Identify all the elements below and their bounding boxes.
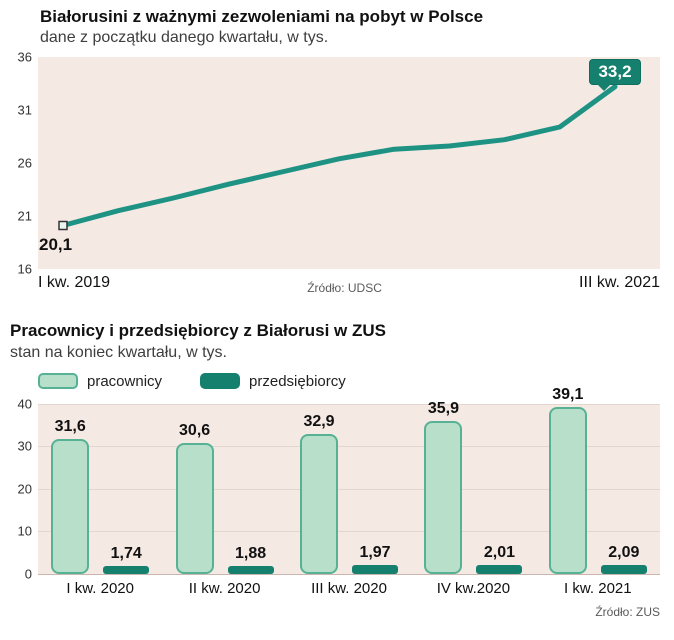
chart1-subtitle: dane z początku danego kwartału, w tys. — [40, 29, 329, 47]
legend-label: pracownicy — [87, 372, 163, 390]
entrepreneurs-bar-col: 1,74 — [103, 545, 150, 574]
workers-bar-col: 32,9 — [300, 412, 339, 574]
x-category-label: I kw. 2021 — [564, 579, 632, 597]
entrepreneurs-bar — [103, 566, 150, 574]
entrepreneurs-bar-col: 2,09 — [600, 543, 647, 574]
x-category-label: IV kw.2020 — [436, 579, 511, 597]
y-tick-label: 36 — [17, 49, 32, 65]
workers-bar — [300, 433, 339, 574]
badge-pointer-icon — [597, 83, 611, 91]
entrepreneurs-bar — [352, 565, 399, 574]
y-tick-label: 30 — [17, 438, 32, 454]
line-series — [58, 84, 618, 231]
chart1-x-axis: I kw. 2019 Źródło: UDSC III kw. 2021 — [38, 274, 660, 296]
entrepreneurs-bar-col: 2,01 — [476, 544, 523, 574]
x-category-label: II kw. 2020 — [188, 579, 261, 597]
entrepreneurs-bar-col: 1,88 — [227, 544, 274, 574]
chart2-y-axis: 40 30 20 10 0 — [10, 396, 38, 581]
y-tick-label: 0 — [24, 566, 32, 581]
entrepreneurs-bar — [476, 565, 523, 574]
gridline — [38, 573, 660, 575]
chart2-plot-area: 31,6 1,74 30,6 1,88 32,9 1,97 35,9 2,01 39,1 2,09 — [38, 386, 660, 575]
permits-line — [60, 84, 618, 229]
gridline — [38, 488, 660, 490]
bar-value-label: 32,9 — [303, 412, 335, 430]
y-tick-label: 31 — [17, 102, 32, 118]
gridline — [38, 531, 660, 532]
y-tick-label: 26 — [17, 155, 32, 171]
workers-bar-col: 30,6 — [175, 422, 214, 574]
gridline — [38, 446, 660, 447]
chart1-plot-row: 36 31 26 21 16 20,1 33,2 — [10, 50, 660, 277]
chart2-title: Pracownicy i przedsiębiorcy z Białorusi … — [10, 321, 387, 341]
bar-group: 35,9 2,01 — [411, 400, 535, 574]
bar-value-label: 31,6 — [54, 418, 86, 436]
chart1-plot-area: 20,1 33,2 — [38, 57, 660, 270]
bar-chart-section: Pracownicy i przedsiębiorcy z Białorusi … — [10, 320, 660, 619]
legend-item-workers: pracownicy — [38, 373, 162, 390]
bar-value-label: 2,01 — [483, 544, 515, 561]
entrepreneurs-bar — [600, 564, 647, 574]
end-value-text: 33,2 — [598, 61, 632, 81]
entrepreneurs-bar — [227, 565, 274, 574]
line-start-marker — [58, 221, 68, 231]
y-tick-label: 16 — [17, 261, 32, 277]
workers-bar — [175, 443, 214, 574]
chart2-source: Źródło: ZUS — [595, 604, 660, 619]
chart2-x-axis: I kw. 2020 II kw. 2020 III kw. 2020 IV kw.2… — [38, 580, 660, 597]
line-chart-section: Białorusini z ważnymi zezwoleniami na po… — [10, 6, 660, 296]
bar-value-label: 39,1 — [552, 386, 584, 404]
bar-value-label: 35,9 — [427, 399, 459, 417]
chart1-x-last-label: III kw. 2021 — [579, 274, 660, 292]
bar-value-label: 2,09 — [608, 543, 640, 561]
end-value-badge: 33,2 — [589, 58, 641, 91]
x-category-label: III kw. 2020 — [311, 579, 387, 597]
bar-group: 31,6 1,74 — [38, 404, 162, 574]
chart2-plot-row: 40 30 20 10 0 31,6 1,74 30,6 1,88 32,9 1,97 35,9 2,… — [10, 386, 660, 581]
workers-bar — [424, 420, 463, 574]
workers-bar-col: 31,6 — [51, 418, 90, 574]
bar-value-label: 1,88 — [235, 544, 267, 562]
legend-label: przedsiębiorcy — [249, 372, 346, 390]
workers-bar-col: 39,1 — [548, 386, 587, 574]
x-category-label: I kw. 2020 — [66, 579, 134, 597]
y-tick-label: 21 — [17, 208, 32, 224]
legend-item-entrepreneurs: przedsiębiorcy — [200, 373, 346, 390]
bar-group: 39,1 2,09 — [536, 386, 660, 574]
start-value-label: 20,1 — [39, 234, 73, 254]
y-tick-label: 40 — [17, 396, 32, 411]
chart1-x-first-label: I kw. 2019 — [38, 274, 111, 292]
workers-bar-col: 35,9 — [424, 399, 463, 574]
legend: pracownicy przedsiębiorcy — [38, 373, 660, 390]
chart1-y-axis: 36 31 26 21 16 — [10, 50, 38, 277]
bars-container: 31,6 1,74 30,6 1,88 32,9 1,97 35,9 2,01 39,1 2,09 — [38, 386, 660, 574]
y-tick-label: 20 — [17, 481, 32, 496]
chart2-subtitle: stan na koniec kwartału, w tys. — [10, 343, 227, 361]
bar-group: 30,6 1,88 — [162, 404, 286, 574]
entrepreneurs-bar-col: 1,97 — [352, 544, 399, 574]
bar-value-label: 1,97 — [359, 544, 391, 562]
y-tick-label: 10 — [17, 523, 32, 539]
gridline — [38, 403, 660, 405]
bar-group: 32,9 1,97 — [287, 404, 411, 574]
chart1-source: Źródło: UDSC — [307, 281, 382, 296]
legend-swatch-icon — [38, 373, 78, 389]
workers-bar — [51, 439, 90, 574]
bar-value-label: 30,6 — [179, 422, 211, 440]
bar-value-label: 1,74 — [110, 545, 142, 563]
chart1-title: Białorusini z ważnymi zezwoleniami na po… — [40, 7, 484, 26]
workers-bar — [548, 407, 587, 574]
legend-swatch-icon — [200, 373, 241, 389]
